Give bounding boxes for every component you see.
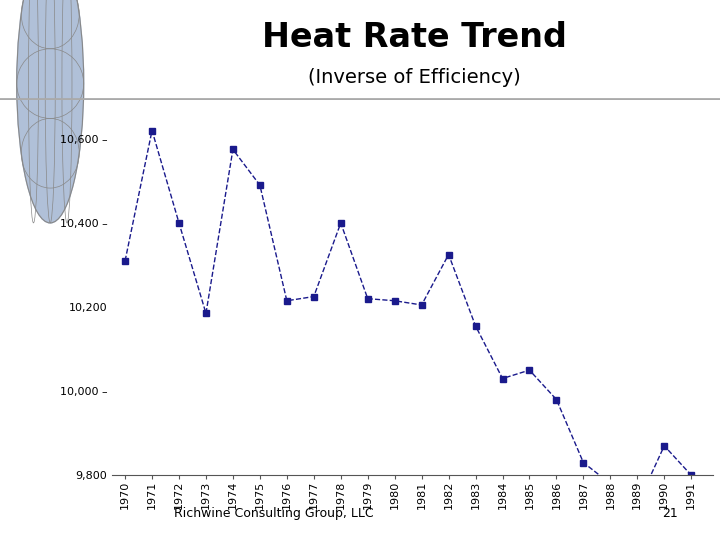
Text: 21: 21 [662,507,678,520]
Circle shape [17,0,84,223]
Text: (Inverse of Efficiency): (Inverse of Efficiency) [307,68,521,87]
Text: Richwine Consulting Group, LLC: Richwine Consulting Group, LLC [174,507,374,520]
Text: Heat Rate Trend: Heat Rate Trend [261,22,567,55]
